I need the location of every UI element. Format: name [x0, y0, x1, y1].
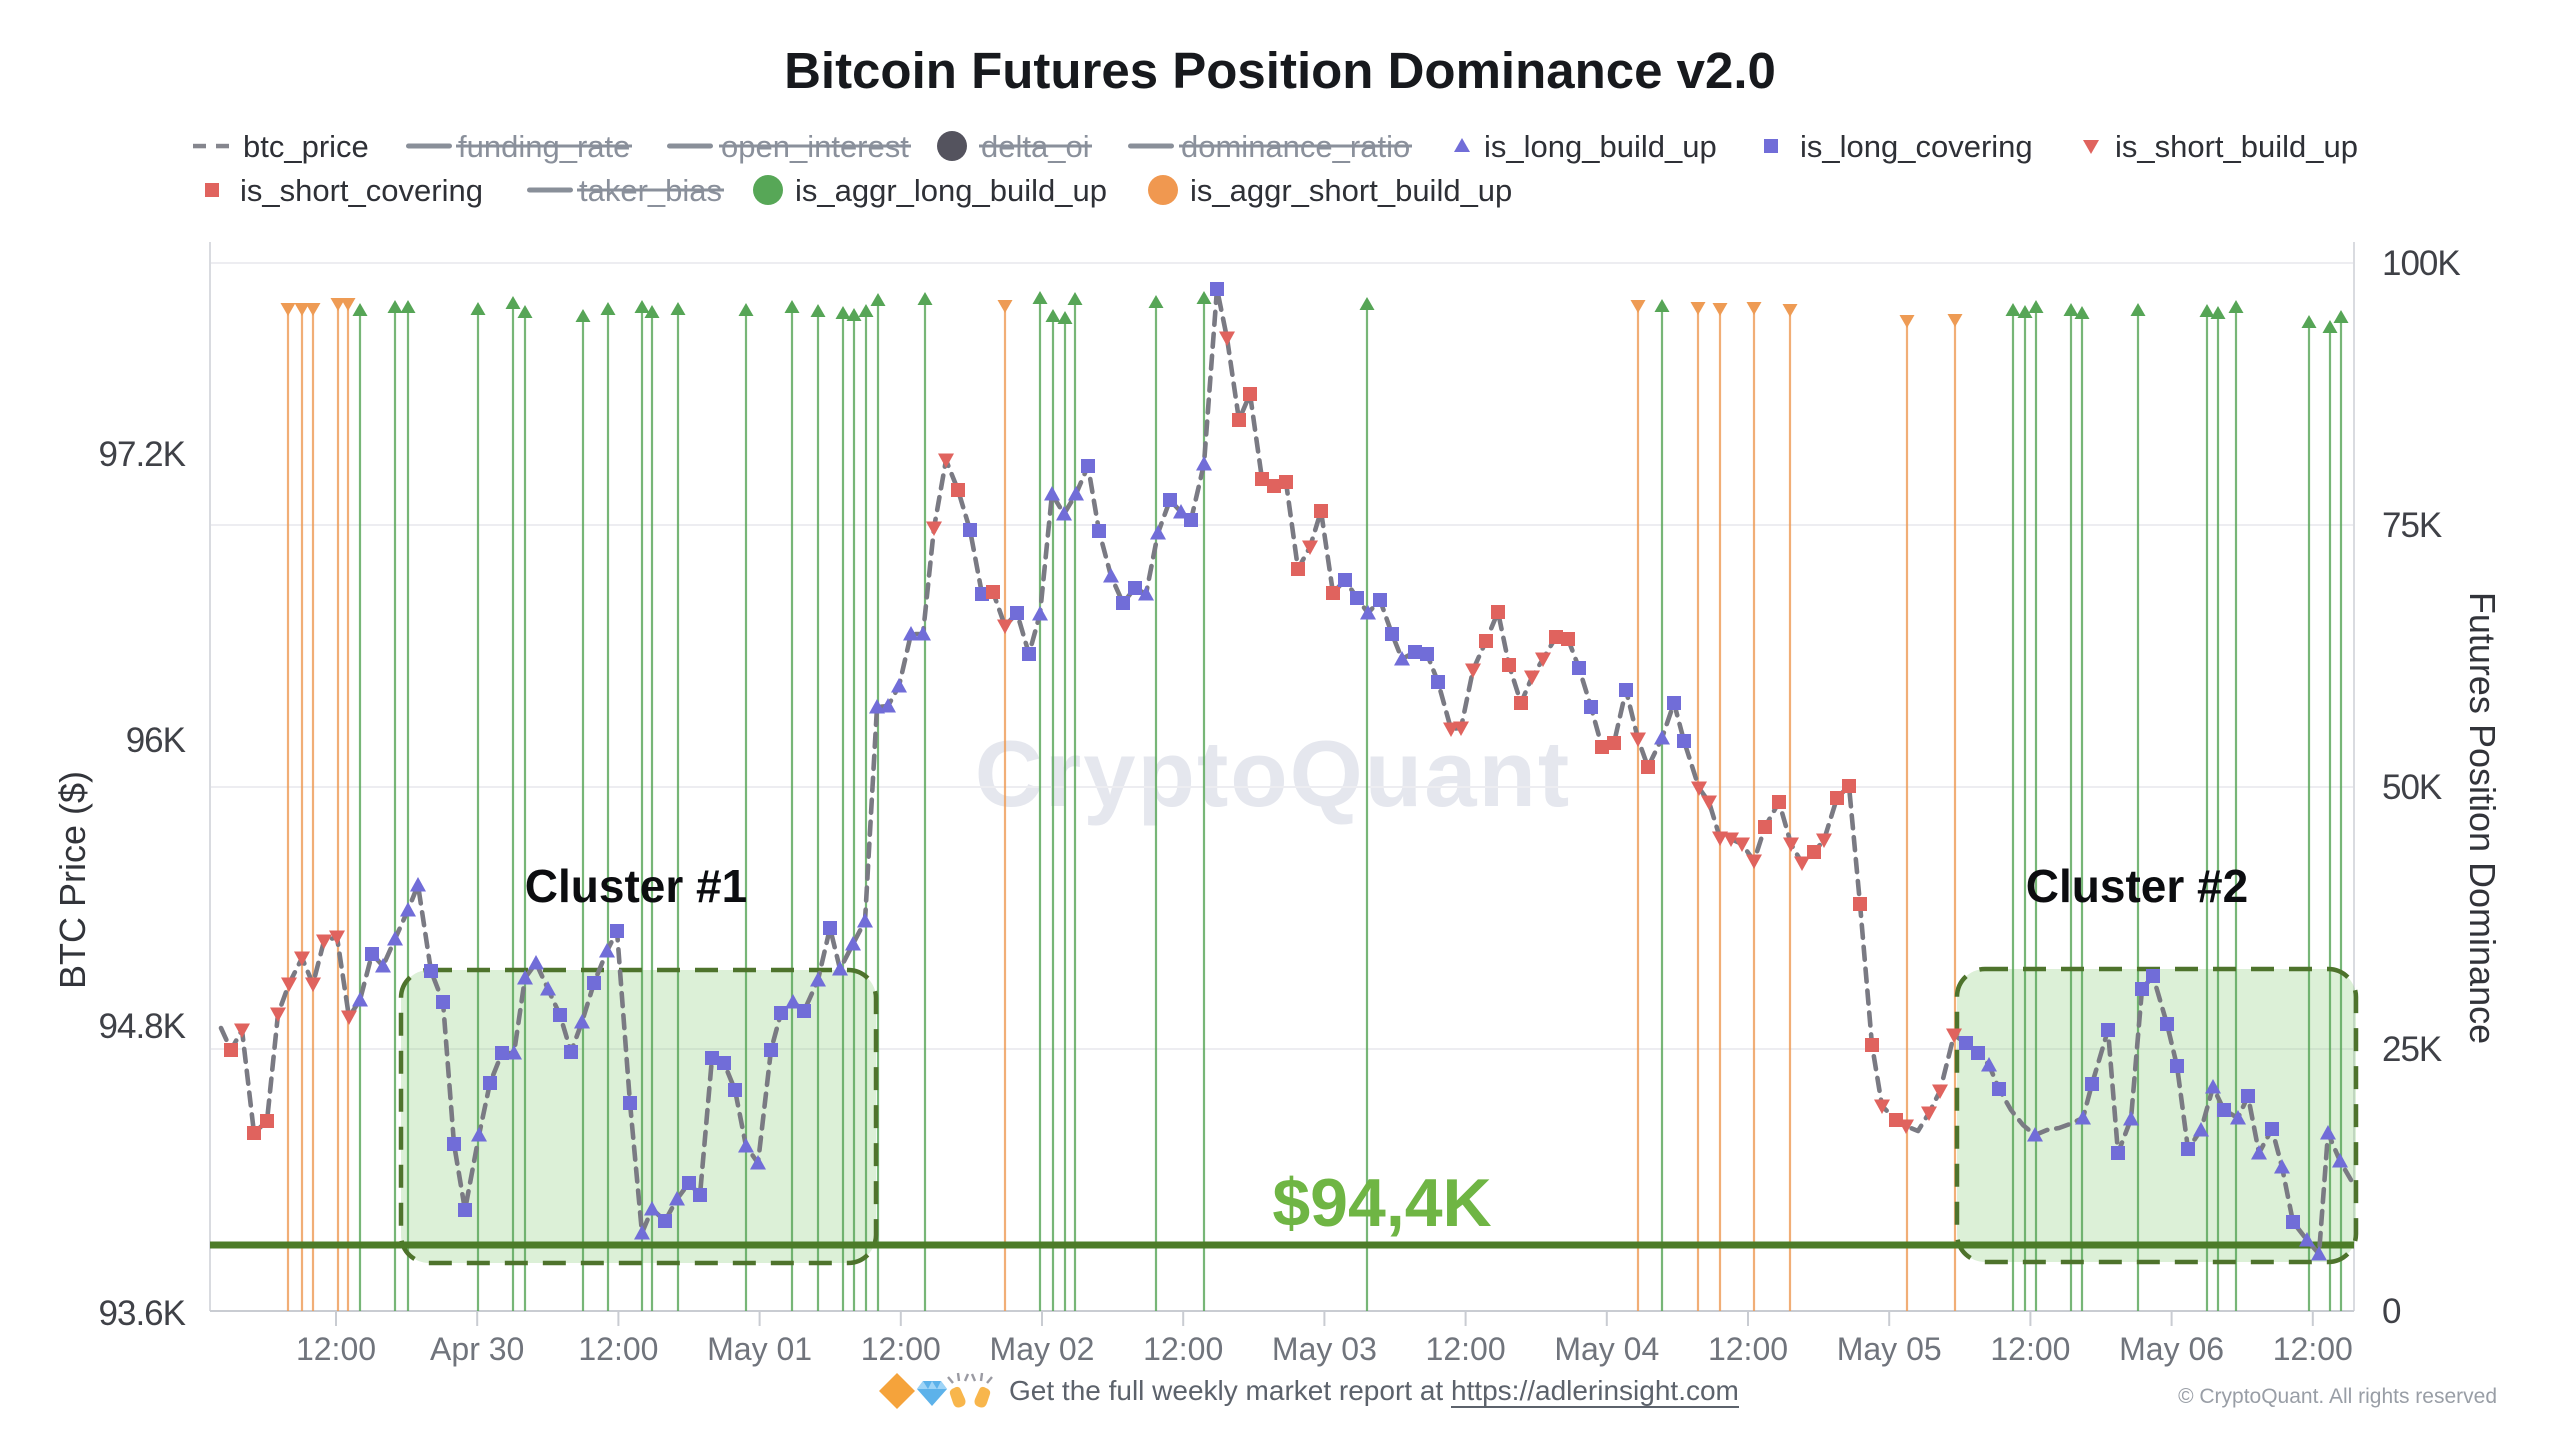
svg-text:97.2K: 97.2K: [99, 435, 186, 474]
svg-text:12:00: 12:00: [578, 1331, 658, 1367]
svg-text:0: 0: [2382, 1292, 2401, 1331]
svg-text:CryptoQuant: CryptoQuant: [975, 721, 1571, 826]
svg-text:btc_price: btc_price: [243, 129, 369, 164]
svg-text:Get the full weekly market rep: Get the full weekly market report at htt…: [1009, 1375, 1739, 1406]
svg-text:12:00: 12:00: [1708, 1331, 1788, 1367]
svg-text:12:00: 12:00: [2273, 1331, 2353, 1367]
svg-text:12:00: 12:00: [1143, 1331, 1223, 1367]
svg-text:BTC Price ($): BTC Price ($): [52, 771, 93, 989]
svg-text:25K: 25K: [2382, 1030, 2442, 1069]
svg-text:Futures Position Dominance: Futures Position Dominance: [2462, 592, 2503, 1044]
svg-text:12:00: 12:00: [1426, 1331, 1506, 1367]
svg-text:Bitcoin Futures Position Domin: Bitcoin Futures Position Dominance v2.0: [784, 42, 1776, 99]
svg-text:is_long_build_up: is_long_build_up: [1484, 129, 1717, 164]
svg-text:75K: 75K: [2382, 506, 2442, 545]
svg-text:$94,4K: $94,4K: [1272, 1165, 1491, 1241]
svg-text:is_long_covering: is_long_covering: [1800, 129, 2033, 164]
svg-text:Cluster #1: Cluster #1: [525, 860, 747, 912]
svg-text:is_short_covering: is_short_covering: [240, 173, 483, 208]
svg-text:is_aggr_long_build_up: is_aggr_long_build_up: [795, 173, 1107, 208]
svg-text:93.6K: 93.6K: [99, 1294, 186, 1333]
svg-text:94.8K: 94.8K: [99, 1007, 186, 1046]
svg-text:is_short_build_up: is_short_build_up: [2115, 129, 2358, 164]
svg-text:100K: 100K: [2382, 244, 2460, 283]
svg-text:12:00: 12:00: [1990, 1331, 2070, 1367]
svg-text:Cluster #2: Cluster #2: [2026, 860, 2248, 912]
svg-text:© CryptoQuant. All rights rese: © CryptoQuant. All rights reserved: [2178, 1385, 2497, 1408]
svg-text:May 02: May 02: [990, 1331, 1095, 1367]
svg-text:Apr 30: Apr 30: [430, 1331, 524, 1367]
svg-text:96K: 96K: [126, 721, 186, 760]
svg-text:May 06: May 06: [2119, 1331, 2224, 1367]
svg-text:May 01: May 01: [707, 1331, 812, 1367]
svg-text:May 03: May 03: [1272, 1331, 1377, 1367]
svg-text:May 04: May 04: [1554, 1331, 1659, 1367]
svg-text:is_aggr_short_build_up: is_aggr_short_build_up: [1190, 173, 1512, 208]
svg-text:12:00: 12:00: [296, 1331, 376, 1367]
svg-text:12:00: 12:00: [861, 1331, 941, 1367]
svg-text:50K: 50K: [2382, 768, 2442, 807]
svg-text:May 05: May 05: [1837, 1331, 1942, 1367]
